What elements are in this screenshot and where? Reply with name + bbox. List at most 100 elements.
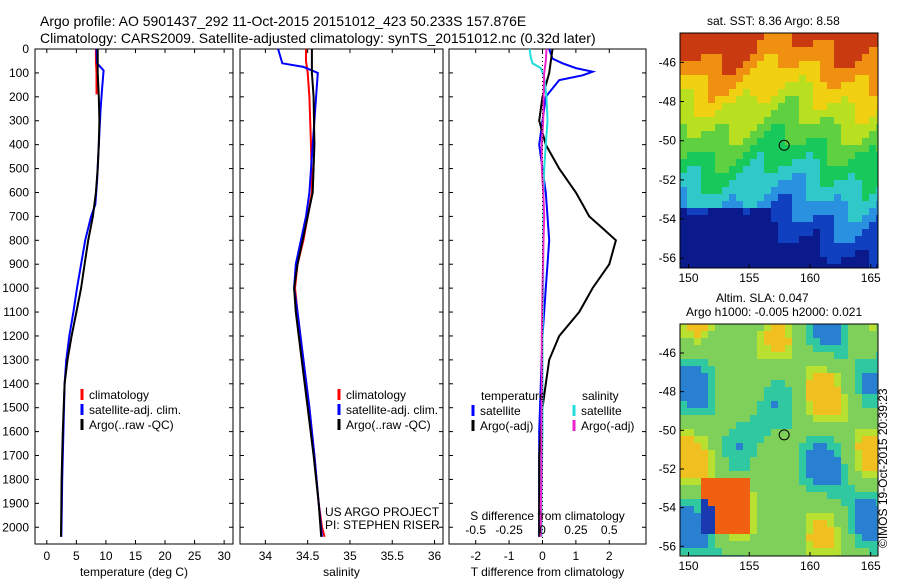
map-cell <box>848 47 855 54</box>
map-cell <box>757 359 764 366</box>
map-cell <box>834 527 841 534</box>
map-cell <box>820 117 827 124</box>
map-cell <box>792 75 799 82</box>
map-cell <box>778 387 785 394</box>
map-cell <box>764 159 771 166</box>
map-cell <box>848 68 855 75</box>
map-cell <box>855 408 862 415</box>
map-cell <box>687 513 694 520</box>
map-cell <box>694 173 701 180</box>
map-cell <box>806 338 813 345</box>
map-cell <box>694 324 701 331</box>
map-cell <box>785 208 792 215</box>
map-cell <box>813 110 820 117</box>
map-cell <box>701 145 708 152</box>
map-cell <box>855 68 862 75</box>
map-cell <box>757 208 764 215</box>
map-cell <box>876 124 878 131</box>
map-cell <box>862 117 869 124</box>
map-cell <box>722 110 729 117</box>
map-cell <box>694 331 701 338</box>
map-cell <box>848 222 855 229</box>
map-cell <box>785 61 792 68</box>
map-cell <box>813 513 820 520</box>
map-cell <box>701 534 708 541</box>
map-cell <box>757 408 764 415</box>
map-cell <box>680 387 687 394</box>
map-cell <box>750 89 757 96</box>
map-cell <box>757 54 764 61</box>
map-cell <box>827 208 834 215</box>
map-cell <box>785 152 792 159</box>
map-cell <box>694 359 701 366</box>
map-cell <box>834 436 841 443</box>
map-cell <box>834 82 841 89</box>
map-cell <box>701 124 708 131</box>
map-cell <box>771 166 778 173</box>
map-cell <box>687 478 694 485</box>
map-cell <box>799 236 806 243</box>
map-cell <box>785 331 792 338</box>
map-cell <box>708 243 715 250</box>
map-cell <box>834 124 841 131</box>
map-cell <box>715 117 722 124</box>
map-cell <box>764 54 771 61</box>
map-cell <box>687 215 694 222</box>
map-cell <box>701 187 708 194</box>
map-cell <box>869 331 876 338</box>
map-cell <box>722 478 729 485</box>
map-cell <box>708 201 715 208</box>
map-cell <box>778 152 785 159</box>
map-cell <box>757 436 764 443</box>
map-cell <box>722 138 729 145</box>
map-cell <box>827 236 834 243</box>
map-cell <box>813 152 820 159</box>
map-cell <box>813 457 820 464</box>
map-cell <box>799 40 806 47</box>
map-cell <box>701 180 708 187</box>
map-cell <box>736 89 743 96</box>
map-cell <box>799 415 806 422</box>
map-cell <box>834 513 841 520</box>
map-cell <box>764 352 771 359</box>
map-cell <box>736 401 743 408</box>
map-cell <box>750 534 757 541</box>
map-cell <box>680 103 687 110</box>
map-cell <box>799 387 806 394</box>
map-cell <box>729 117 736 124</box>
map-cell <box>771 359 778 366</box>
map-cell <box>701 47 708 54</box>
map-cell <box>869 520 876 527</box>
map-cell <box>813 436 820 443</box>
map-cell <box>694 103 701 110</box>
map-cell <box>799 548 806 555</box>
map-cell <box>729 138 736 145</box>
map-cell <box>876 373 878 380</box>
map-cell <box>855 352 862 359</box>
map-cell <box>813 366 820 373</box>
map-cell <box>792 534 799 541</box>
map-cell <box>799 534 806 541</box>
map-cell <box>848 75 855 82</box>
map-cell <box>813 401 820 408</box>
float-position-marker <box>778 139 790 151</box>
map-cell <box>799 366 806 373</box>
map-cell <box>687 359 694 366</box>
map-cell <box>820 89 827 96</box>
map-cell <box>757 527 764 534</box>
map-cell <box>687 380 694 387</box>
lat-tick-label: -54 <box>659 212 677 226</box>
map-cell <box>778 201 785 208</box>
map-cell <box>680 138 687 145</box>
map-cell <box>764 264 771 268</box>
map-cell <box>820 324 827 331</box>
map-cell <box>869 61 876 68</box>
map-cell <box>715 180 722 187</box>
map-cell <box>855 485 862 492</box>
lat-tick-label: -56 <box>659 539 677 553</box>
map-cell <box>771 513 778 520</box>
map-cell <box>722 68 729 75</box>
map-cell <box>820 264 827 268</box>
map-cell <box>701 506 708 513</box>
map-cell <box>687 47 694 54</box>
